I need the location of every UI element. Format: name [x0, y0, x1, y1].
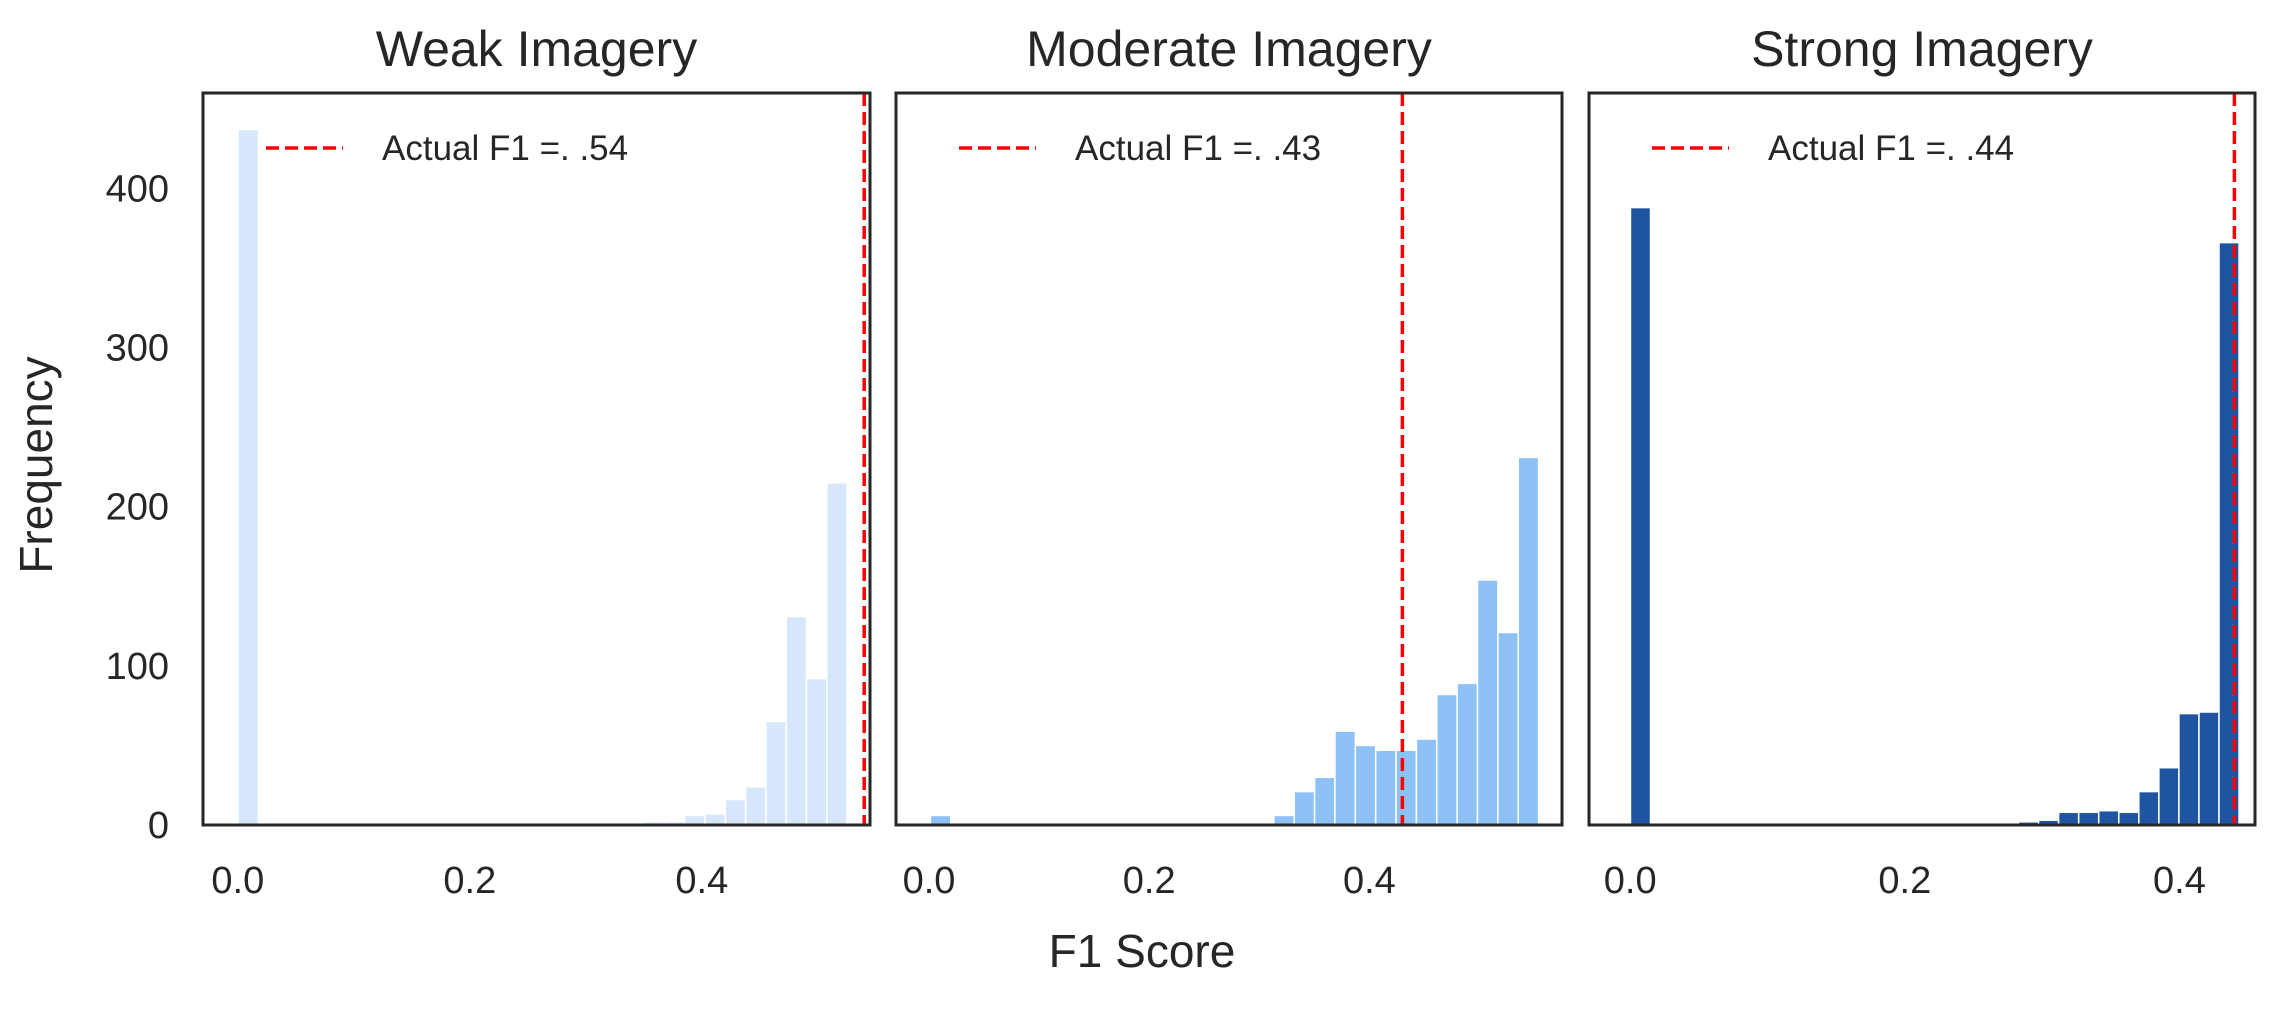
histogram-bar: [1456, 682, 1479, 825]
panel-2: Moderate Imagery Actual F1 =. .43 0.0 0.2 0.…: [894, 21, 1564, 902]
x-tick-label: 0.2: [1878, 860, 1931, 902]
bars: [1629, 206, 2240, 825]
y-tick-label: 400: [106, 168, 169, 210]
legend: Actual F1 =. .44: [1652, 129, 2014, 168]
histogram-bar: [785, 615, 808, 825]
histogram-bar: [1395, 749, 1418, 825]
histogram-bar: [1374, 749, 1397, 825]
panel-1: Weak Imagery Actual F1 =. .54 0.0 0.2 0.4 0 10…: [106, 21, 872, 902]
histogram-bar: [1629, 206, 1652, 825]
x-axis-label: F1 Score: [1049, 925, 1236, 977]
histogram-bar: [2118, 811, 2140, 825]
histogram-bar: [805, 677, 828, 825]
histogram-bar: [704, 813, 727, 825]
y-tick-label: 300: [106, 328, 169, 370]
panels: Weak Imagery Actual F1 =. .54 0.0 0.2 0.4 0 10…: [106, 21, 2257, 902]
plot-frame: [201, 91, 872, 827]
histogram-bar: [826, 482, 848, 825]
x-tick-label: 0.0: [1604, 860, 1657, 902]
x-tick-label: 0.0: [903, 860, 956, 902]
bars: [929, 456, 1540, 825]
histogram-bar: [1354, 744, 1377, 825]
histogram-bar: [724, 798, 747, 825]
panel-title: Moderate Imagery: [1026, 21, 1432, 77]
legend-label: Actual F1 =. .43: [1075, 129, 1321, 168]
x-tick-label: 0.2: [443, 860, 496, 902]
histogram-bar: [1476, 579, 1499, 825]
histogram-bar: [2198, 711, 2220, 825]
histogram-bar: [2057, 811, 2080, 825]
histogram-bar: [1293, 790, 1316, 825]
x-tick-label: 0.0: [211, 860, 264, 902]
panel-title: Strong Imagery: [1751, 21, 2093, 77]
bars: [237, 128, 848, 825]
y-tick-label: 100: [106, 646, 169, 688]
histogram-bar: [1415, 738, 1438, 825]
histogram-bar: [2097, 809, 2120, 825]
panel-title: Weak Imagery: [376, 21, 697, 77]
x-tick-label: 0.2: [1123, 860, 1176, 902]
panel-3: Strong Imagery Actual F1 =. .44 0.0 0.2 0.4: [1587, 21, 2257, 902]
histogram-bar: [1517, 456, 1540, 825]
histogram-bar: [237, 128, 260, 825]
legend-label: Actual F1 =. .44: [1768, 129, 2014, 168]
histogram-bar: [1313, 776, 1336, 825]
histogram-bar: [1436, 693, 1458, 825]
histogram-bar: [744, 786, 767, 825]
histogram-bar: [2077, 811, 2100, 825]
histogram-bar: [2138, 790, 2160, 825]
x-tick-label: 0.4: [1343, 860, 1396, 902]
histogram-bar: [2178, 712, 2200, 825]
x-tick-label: 0.4: [675, 860, 728, 902]
y-tick-label: 200: [106, 487, 169, 529]
histogram-bar: [1334, 730, 1357, 825]
x-tick-label: 0.4: [2153, 860, 2206, 902]
histogram-bar: [1497, 631, 1519, 825]
y-tick-label: 0: [148, 805, 169, 847]
legend-label: Actual F1 =. .54: [382, 129, 628, 168]
histogram-bar: [765, 720, 787, 825]
plot-frame: [894, 91, 1564, 827]
legend: Actual F1 =. .54: [266, 129, 628, 168]
y-axis-label: Frequency: [10, 356, 62, 573]
plot-frame: [1587, 91, 2257, 827]
legend: Actual F1 =. .43: [959, 129, 1321, 168]
histogram-bar: [2158, 766, 2180, 825]
